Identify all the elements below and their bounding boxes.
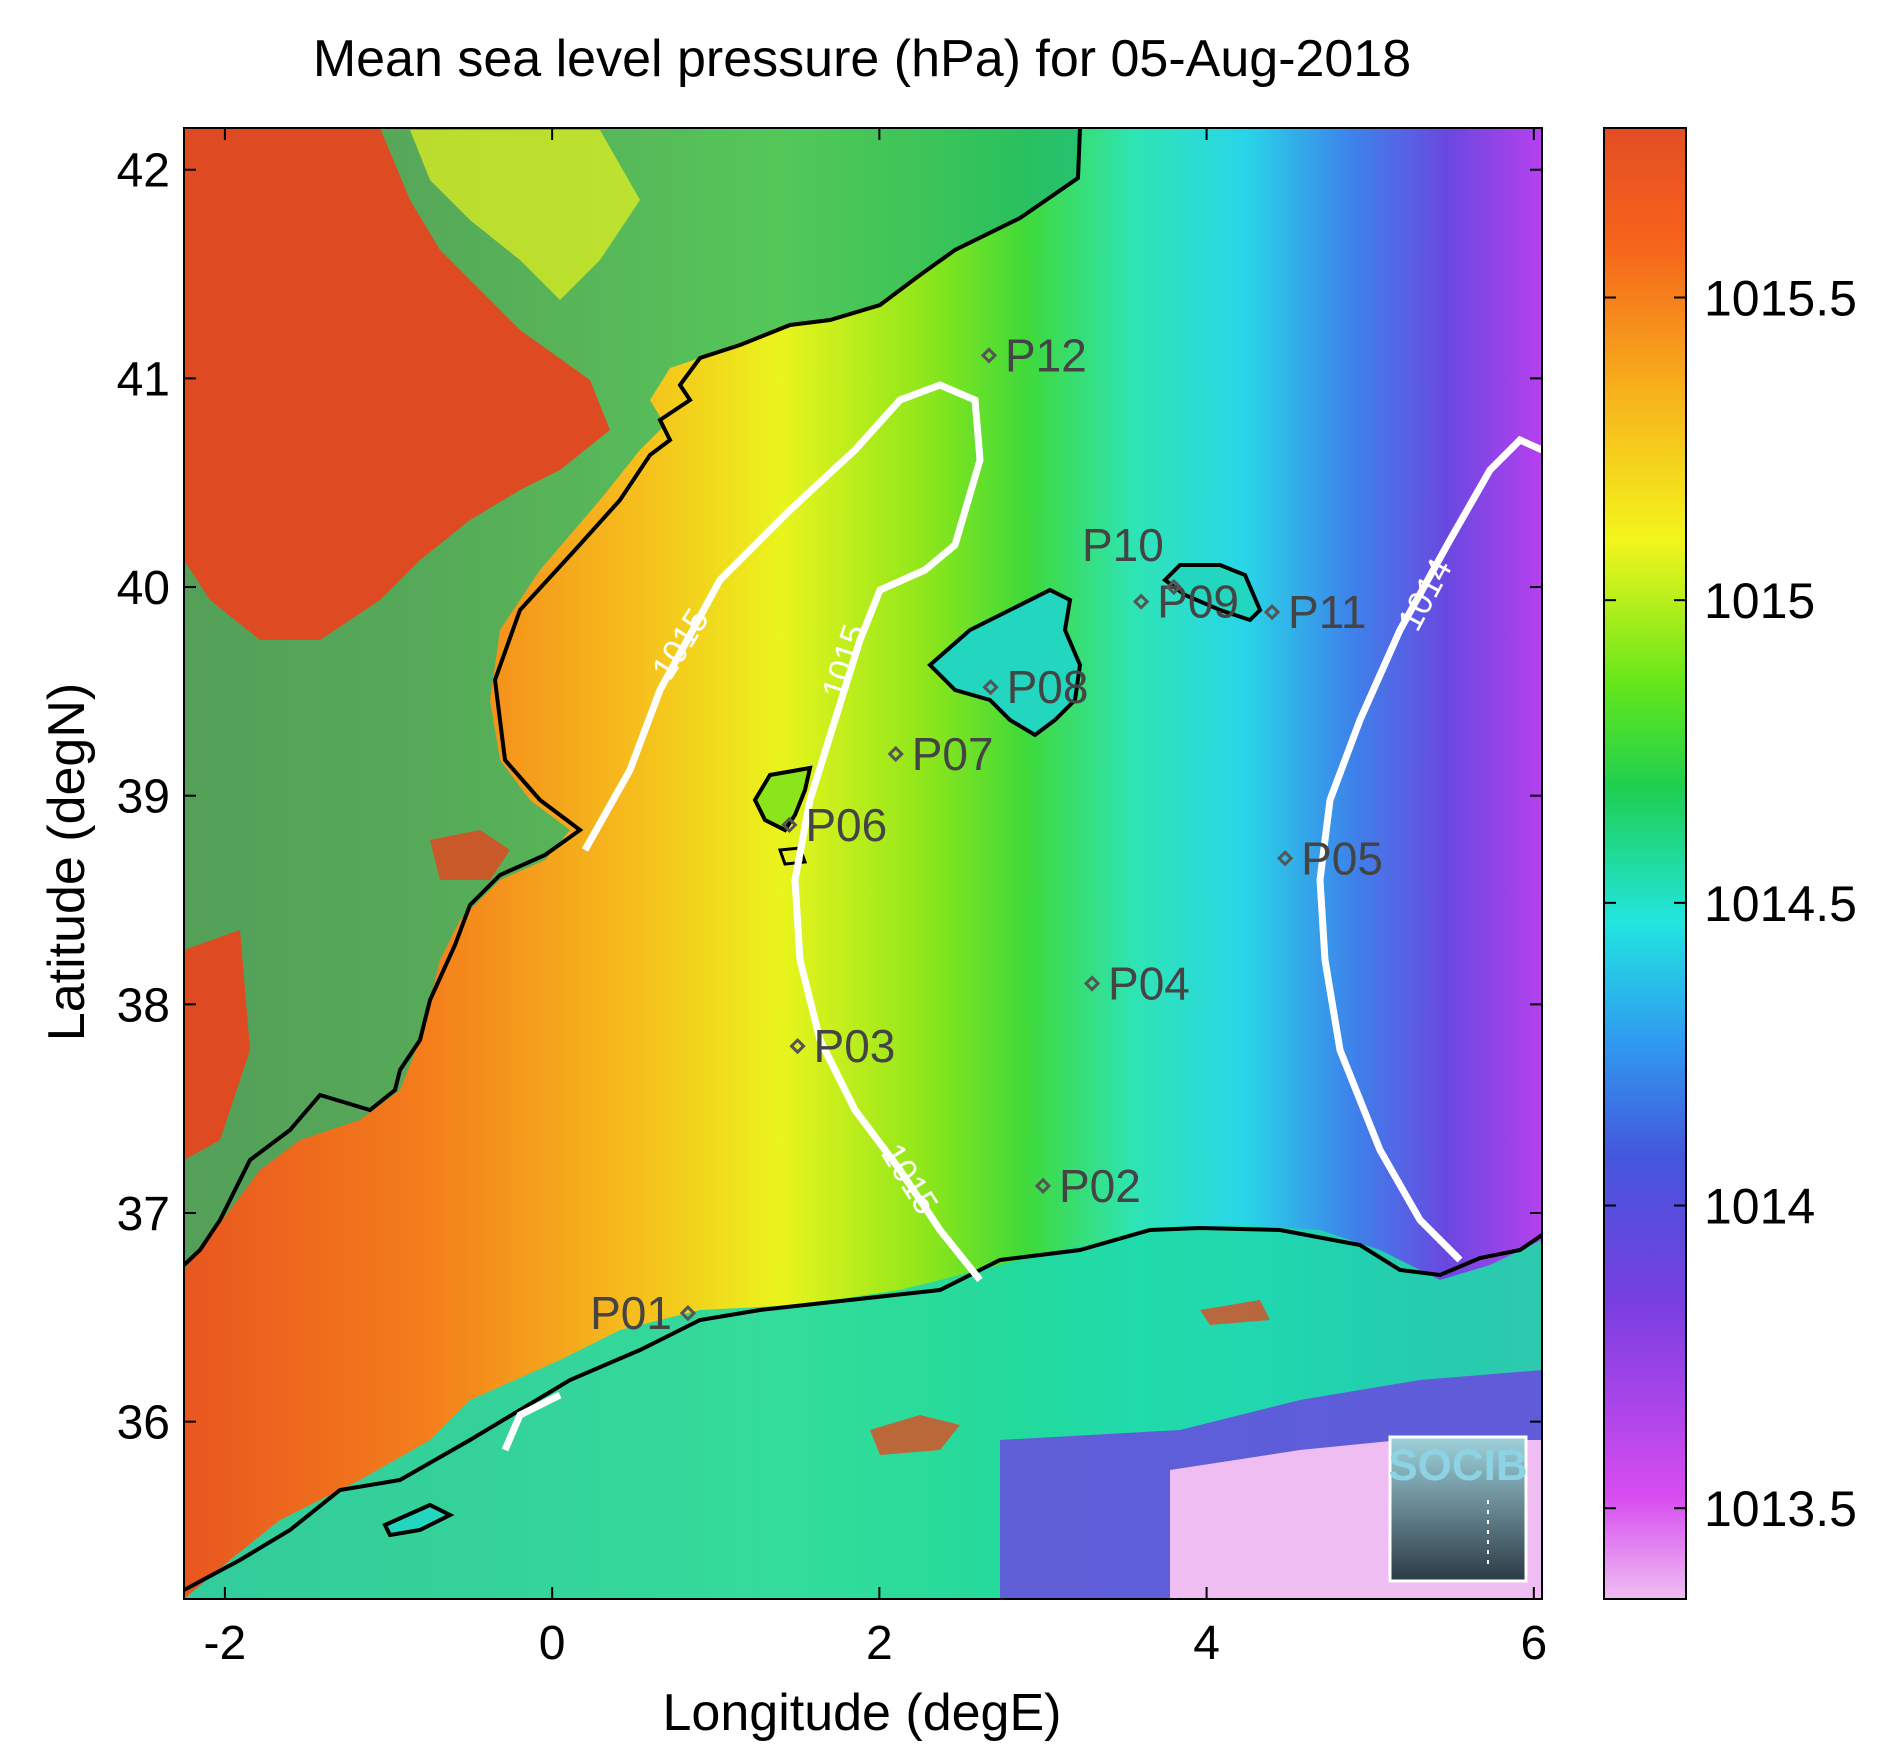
colorbar-tick-label: 1015.5 — [1704, 270, 1857, 326]
x-tick-label: 0 — [539, 1617, 566, 1670]
station-label: P10 — [1082, 519, 1164, 571]
station-marker-p02 — [1034, 1177, 1052, 1194]
station-marker-p12 — [980, 347, 998, 364]
coastline-north-africa — [184, 1225, 1542, 1592]
y-axis: 36 37 38 39 40 41 42 — [117, 145, 1542, 1450]
station-label: P11 — [1288, 586, 1366, 638]
colorbar-ticks: 1013.5 1014 1014.5 1015 1015.5 — [1604, 270, 1857, 1537]
island-menorca — [1161, 563, 1263, 623]
y-tick-label: 36 — [117, 1397, 170, 1450]
station-label: P01 — [590, 1287, 672, 1339]
station-label: P12 — [1005, 329, 1087, 381]
station-label: P02 — [1059, 1160, 1141, 1212]
y-tick-label: 41 — [117, 353, 170, 406]
station-marker-p07 — [887, 745, 904, 763]
station-label: P06 — [805, 799, 887, 851]
y-tick-label: 38 — [117, 979, 170, 1032]
colorbar-bar — [1603, 127, 1687, 1600]
x-tick-label: -2 — [204, 1617, 247, 1670]
contour-1014 — [1316, 435, 1542, 1263]
y-tick-label: 42 — [117, 145, 170, 198]
y-tick-label: 39 — [117, 771, 170, 824]
contour-1015-south — [501, 1391, 562, 1452]
x-tick-label: 2 — [866, 1617, 893, 1670]
station-marker-p10 — [1165, 578, 1182, 596]
island-ibiza — [752, 765, 813, 833]
y-tick-label: 40 — [117, 562, 170, 615]
x-axis: -2 0 2 4 6 — [204, 128, 1547, 1670]
land-africa-red-spots — [870, 1300, 1270, 1455]
station-marker-p03 — [789, 1037, 806, 1055]
island-mallorca — [927, 587, 1083, 738]
station-marker-p06 — [781, 816, 798, 834]
station-marker-p08 — [982, 679, 999, 696]
plot-area: 1015 1015 1015 1014 P01P02P03P04P05P06P0… — [184, 128, 1542, 1599]
land-patch-valencia — [430, 830, 510, 880]
island-formentera — [777, 846, 808, 866]
logo-text: SOCIB — [1388, 1441, 1527, 1490]
station-marker-p09 — [1133, 593, 1150, 610]
coastline-iberia — [184, 128, 1082, 1267]
x-axis-label: Longitude (degE) — [663, 1684, 1062, 1742]
y-tick-label: 37 — [117, 1188, 170, 1241]
colorbar: 1013.5 1014 1014.5 1015 1015.5 — [1603, 127, 1857, 1600]
colorbar-tick-label: 1014 — [1704, 1179, 1815, 1235]
plot-frame — [183, 127, 1543, 1600]
station-label: P07 — [912, 728, 994, 780]
land-interior-high — [184, 128, 610, 640]
x-tick-label: 6 — [1520, 1617, 1547, 1670]
y-axis-label: Latitude (degN) — [38, 683, 96, 1041]
colorbar-tick-label: 1015 — [1704, 573, 1815, 629]
station-marker-p11 — [1263, 603, 1281, 621]
station-label: P08 — [1007, 661, 1089, 713]
station-marker-p01 — [679, 1305, 697, 1322]
colorbar-tick-label: 1014.5 — [1704, 876, 1857, 932]
land-patch-east — [410, 130, 640, 300]
chart-title: Mean sea level pressure (hPa) for 05-Aug… — [313, 30, 1411, 88]
station-label: P04 — [1108, 957, 1190, 1009]
colorbar-tick-label: 1013.5 — [1704, 1481, 1857, 1537]
contour-1015-north — [581, 381, 984, 1283]
island-alboran — [382, 1502, 455, 1538]
x-tick-label: 4 — [1193, 1617, 1220, 1670]
station-label: P05 — [1301, 832, 1383, 884]
station-marker-p04 — [1083, 975, 1101, 992]
land-patch-south — [184, 930, 250, 1160]
socib-logo: SOCIB — [1388, 1435, 1528, 1583]
station-label: P03 — [814, 1020, 896, 1072]
station-marker-p05 — [1277, 850, 1294, 867]
